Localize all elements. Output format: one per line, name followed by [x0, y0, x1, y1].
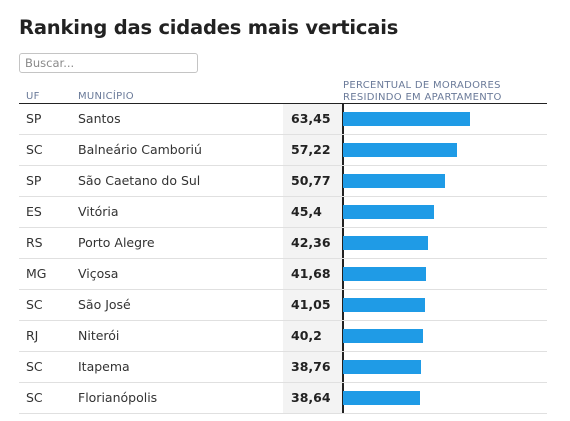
bar-axis-line: [342, 166, 344, 196]
bar-axis-line: [342, 104, 344, 134]
percentual-bar: [343, 329, 424, 343]
cell-percentual-value: 41,68: [283, 259, 342, 289]
cell-uf: ES: [26, 204, 42, 219]
cell-uf: MG: [26, 266, 47, 281]
percentual-bar: [343, 391, 421, 405]
cell-municipio: São José: [78, 297, 131, 312]
cell-municipio: Santos: [78, 111, 121, 126]
cell-uf: RJ: [26, 328, 39, 343]
cell-percentual-value: 45,4: [283, 197, 342, 227]
percentual-bar: [343, 360, 421, 374]
bar-axis-line: [342, 228, 344, 258]
cell-uf: SC: [26, 142, 43, 157]
table-row: RS Porto Alegre 42,36: [19, 228, 547, 259]
cell-percentual-value: 42,36: [283, 228, 342, 258]
cell-municipio: São Caetano do Sul: [78, 173, 201, 188]
table-row: ES Vitória 45,4: [19, 197, 547, 228]
bar-axis-line: [342, 383, 344, 413]
cell-percentual-bar: [342, 166, 547, 196]
search-input[interactable]: [19, 53, 198, 73]
cell-percentual-value: 50,77: [283, 166, 342, 196]
cell-uf: RS: [26, 235, 43, 250]
cell-percentual-value: 40,2: [283, 321, 342, 351]
cell-percentual-bar: [342, 104, 547, 134]
table-row: RJ Niterói 40,2: [19, 321, 547, 352]
bar-axis-line: [342, 259, 344, 289]
cell-percentual-value: 63,45: [283, 104, 342, 134]
column-header-uf[interactable]: UF: [26, 91, 40, 102]
cell-percentual-bar: [342, 259, 547, 289]
cell-uf: SC: [26, 390, 43, 405]
table-row: SC Balneário Camboriú 57,22: [19, 135, 547, 166]
cell-municipio: Niterói: [78, 328, 120, 343]
cell-percentual-bar: [342, 352, 547, 382]
cell-municipio: Viçosa: [78, 266, 119, 281]
page-title: Ranking das cidades mais verticais: [19, 16, 399, 39]
cell-percentual-bar: [342, 383, 547, 413]
cell-uf: SP: [26, 111, 42, 126]
cell-percentual-value: 41,05: [283, 290, 342, 320]
table-row: SC São José 41,05: [19, 290, 547, 321]
cell-percentual-value: 57,22: [283, 135, 342, 165]
cell-percentual-bar: [342, 135, 547, 165]
bar-axis-line: [342, 290, 344, 320]
cell-municipio: Vitória: [78, 204, 119, 219]
percentual-bar: [343, 298, 426, 312]
cell-uf: SC: [26, 359, 43, 374]
cell-municipio: Balneário Camboriú: [78, 142, 202, 157]
column-header-municipio[interactable]: MUNICÍPIO: [78, 91, 134, 102]
table-row: SC Itapema 38,76: [19, 352, 547, 383]
table-header: UF MUNICÍPIO PERCENTUAL DE MORADORES RES…: [19, 78, 547, 104]
table-row: SP São Caetano do Sul 50,77: [19, 166, 547, 197]
cell-percentual-bar: [342, 321, 547, 351]
bar-axis-line: [342, 352, 344, 382]
bar-axis-line: [342, 197, 344, 227]
cell-municipio: Florianópolis: [78, 390, 158, 405]
cell-percentual-bar: [342, 197, 547, 227]
cell-percentual-value: 38,76: [283, 352, 342, 382]
percentual-bar: [343, 112, 470, 126]
percentual-bar: [343, 267, 427, 281]
bar-axis-line: [342, 321, 344, 351]
bar-axis-line: [342, 135, 344, 165]
percentual-bar: [343, 236, 428, 250]
percentual-bar: [343, 174, 445, 188]
column-header-percentual[interactable]: PERCENTUAL DE MORADORES RESIDINDO EM APA…: [343, 80, 502, 103]
cell-percentual-bar: [342, 228, 547, 258]
table-row: SP Santos 63,45: [19, 104, 547, 135]
percentual-bar: [343, 143, 458, 157]
cell-percentual-bar: [342, 290, 547, 320]
cell-uf: SP: [26, 173, 42, 188]
cell-uf: SC: [26, 297, 43, 312]
cell-municipio: Itapema: [78, 359, 130, 374]
table-row: MG Viçosa 41,68: [19, 259, 547, 290]
table-row: SC Florianópolis 38,64: [19, 383, 547, 414]
table-body: SP Santos 63,45 SC Balneário Camboriú 57,22 SP…: [19, 104, 547, 414]
percentual-bar: [343, 205, 434, 219]
cell-percentual-value: 38,64: [283, 383, 342, 413]
cell-municipio: Porto Alegre: [78, 235, 155, 250]
